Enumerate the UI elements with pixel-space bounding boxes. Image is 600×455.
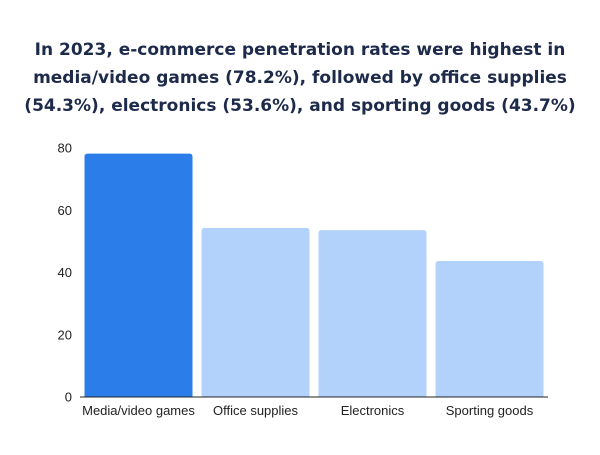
x-axis-ticks: Media/video games Office supplies Electron…: [82, 403, 534, 418]
bar: [84, 153, 193, 397]
x-tick-label: Electronics: [341, 403, 405, 418]
x-tick-label: Media/video games: [82, 403, 195, 418]
y-tick-label: 0: [65, 390, 72, 405]
bar: [435, 260, 544, 397]
chart-title-line-1: In 2023, e-commerce penetration rates we…: [34, 40, 566, 60]
bar: [318, 230, 427, 397]
chart-title-line-2: media/video games (78.2%), followed by o…: [33, 68, 567, 88]
x-tick-label: Sporting goods: [446, 403, 534, 418]
y-tick-label: 60: [58, 203, 72, 218]
chart-title-line-3: (54.3%), electronics (53.6%), and sporti…: [24, 96, 576, 116]
bars: [84, 153, 544, 397]
y-tick-label: 80: [58, 141, 72, 156]
bar: [201, 227, 310, 397]
chart-title: In 2023, e-commerce penetration rates we…: [0, 36, 600, 120]
y-tick-label: 20: [58, 327, 72, 342]
y-tick-label: 40: [58, 265, 72, 280]
y-axis-ticks: 0 20 40 60 80: [58, 141, 72, 405]
x-tick-label: Office supplies: [213, 403, 299, 418]
